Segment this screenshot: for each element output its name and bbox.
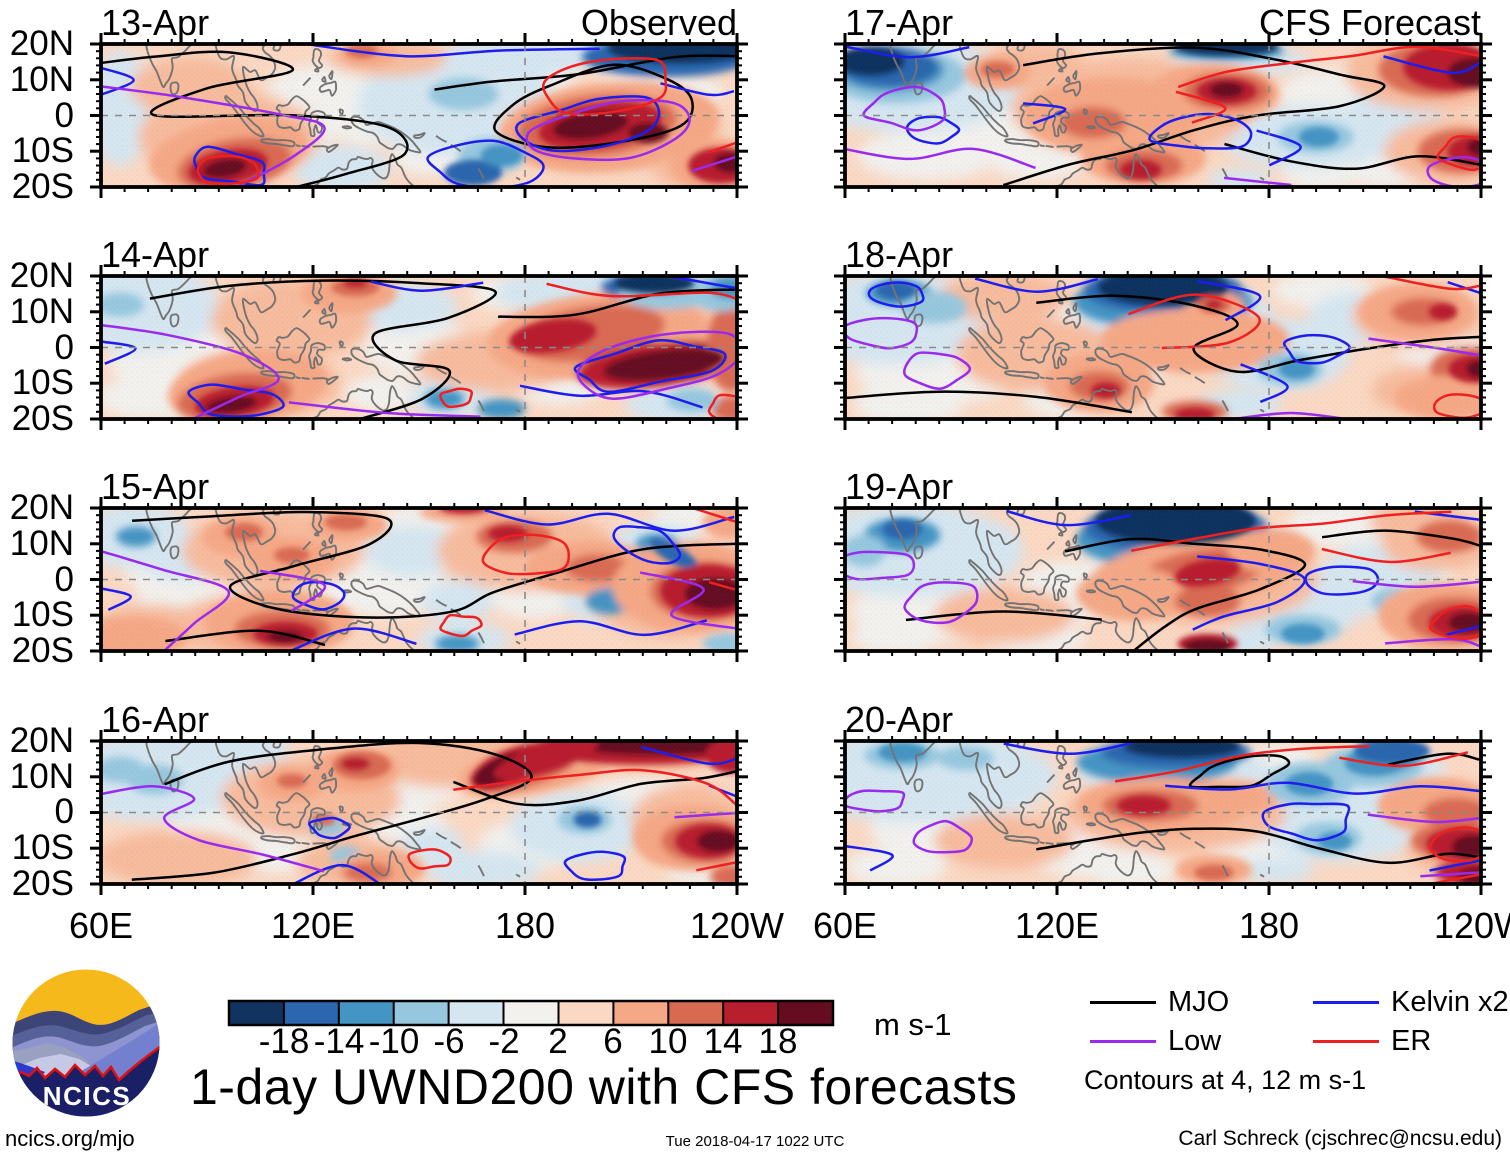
svg-text:NCICS: NCICS (43, 1081, 131, 1111)
